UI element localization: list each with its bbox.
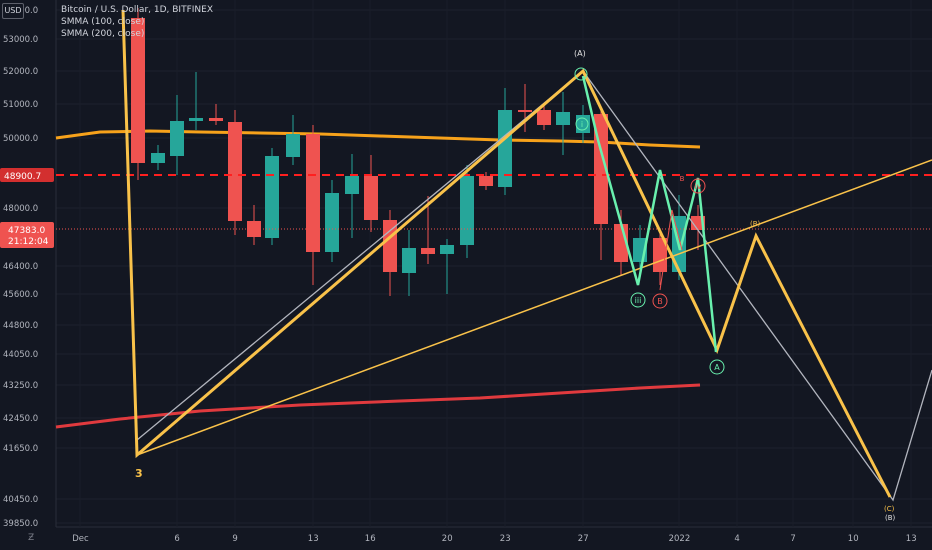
- time-tick-label: 23: [500, 534, 511, 544]
- price-tick-label: 41650.0: [3, 444, 38, 454]
- wave-sub-label-B-small: B: [680, 175, 685, 183]
- candle-body[interactable]: [440, 245, 454, 254]
- candle-body[interactable]: [131, 18, 145, 163]
- price-tick-label: 42450.0: [3, 414, 38, 424]
- candle-body[interactable]: [265, 156, 279, 238]
- time-tick-label: 13: [308, 534, 319, 544]
- candle-body[interactable]: [498, 110, 512, 187]
- wave-sub-top-circle-circle: [574, 67, 588, 81]
- wave-green-path: [581, 75, 718, 353]
- price-tick-label: 39850.0: [3, 519, 38, 529]
- price-tick-label: 44800.0: [3, 321, 38, 331]
- zoom-icon[interactable]: Ƶ: [28, 533, 35, 543]
- wave-sub-label-iii-circle: [630, 292, 646, 308]
- wave-sub-label-B-circle: [652, 293, 668, 309]
- price-tick-label: 46400.0: [3, 262, 38, 272]
- wave-sub-label-B: B: [657, 297, 663, 306]
- symbol-title[interactable]: Bitcoin / U.S. Dollar, 1D, BITFINEX: [61, 5, 213, 15]
- indicator-smma-200[interactable]: SMMA (200, close): [61, 29, 145, 39]
- wave-label-3: 3: [135, 467, 143, 480]
- wave-sub-label-A: A: [714, 363, 720, 372]
- indicator-smma-100[interactable]: SMMA (100, close): [61, 17, 145, 27]
- price-tick-label: 45600.0: [3, 290, 38, 300]
- price-tick-label: 53000.0: [3, 35, 38, 45]
- candle-body[interactable]: [556, 112, 570, 125]
- currency-badge[interactable]: USD: [2, 3, 24, 19]
- wave-sub-label-A-circle: [709, 359, 725, 375]
- time-tick-label: 10: [848, 534, 859, 544]
- price-tick-label: 48000.0: [3, 204, 38, 214]
- wave-label-C-bottom: (C): [884, 505, 895, 513]
- candle-body[interactable]: [306, 134, 320, 252]
- resistance-price-label: 48900.7: [4, 172, 41, 182]
- current-price-badge: [0, 222, 54, 248]
- candle-body[interactable]: [209, 118, 223, 121]
- time-tick-label: 27: [578, 534, 589, 544]
- candle-body[interactable]: [421, 248, 435, 254]
- time-tick-label: Dec: [72, 534, 89, 544]
- time-tick-label: 20: [442, 534, 453, 544]
- wave-sub-label-i-circle: [575, 117, 589, 131]
- candle-body[interactable]: [170, 121, 184, 156]
- time-tick-label: 6: [174, 534, 179, 544]
- time-tick-label: 4: [734, 534, 739, 544]
- wave-sub-label-iv: iv: [695, 182, 702, 191]
- wave-sub-label-i: i: [581, 120, 583, 129]
- candle-body[interactable]: [286, 134, 300, 157]
- wave-label-B-mid: (B): [750, 220, 761, 228]
- candle-body[interactable]: [364, 176, 378, 220]
- time-tick-label: 2022: [669, 534, 691, 544]
- resistance-price-badge: [0, 168, 54, 182]
- price-tick-label: 50000.0: [3, 134, 38, 144]
- price-tick-label: 52000.0: [3, 67, 38, 77]
- wave-label-A-top: (A): [574, 49, 586, 58]
- candle-body[interactable]: [189, 118, 203, 121]
- wave-orange-trendline: [136, 159, 932, 456]
- candle-body[interactable]: [460, 176, 474, 245]
- current-price-label: 47383.0: [8, 226, 45, 236]
- smma-200-line: [55, 383, 701, 429]
- wave-orange-path: [121, 9, 892, 498]
- time-tick-label: 7: [790, 534, 795, 544]
- wave-sub-label-A-small: A: [658, 169, 663, 177]
- candle-body[interactable]: [345, 176, 359, 194]
- candle-body[interactable]: [402, 248, 416, 273]
- candle-body[interactable]: [325, 193, 339, 252]
- wave-sub-label-iv-circle: [690, 178, 706, 194]
- candle-body[interactable]: [151, 153, 165, 163]
- candle-body[interactable]: [518, 110, 532, 112]
- price-tick-label: 40450.0: [3, 495, 38, 505]
- price-tick-label: 43250.0: [3, 381, 38, 391]
- wave-sub-label-iii: iii: [635, 296, 642, 305]
- time-tick-label: 13: [906, 534, 917, 544]
- price-tick-label: 51000.0: [3, 100, 38, 110]
- price-tick-label: 44050.0: [3, 350, 38, 360]
- wave-red-subpath: [659, 209, 683, 291]
- time-tick-label: 9: [232, 534, 237, 544]
- candle-body[interactable]: [383, 220, 397, 272]
- chart-legend: Bitcoin / U.S. Dollar, 1D, BITFINEX SMMA…: [61, 4, 213, 40]
- candle-body[interactable]: [537, 110, 551, 125]
- countdown-label: 21:12:04: [8, 237, 49, 247]
- candle-body[interactable]: [479, 176, 493, 186]
- time-tick-label: 16: [365, 534, 376, 544]
- candle-body[interactable]: [228, 122, 242, 221]
- wave-label-B-bottom: (B): [885, 514, 896, 522]
